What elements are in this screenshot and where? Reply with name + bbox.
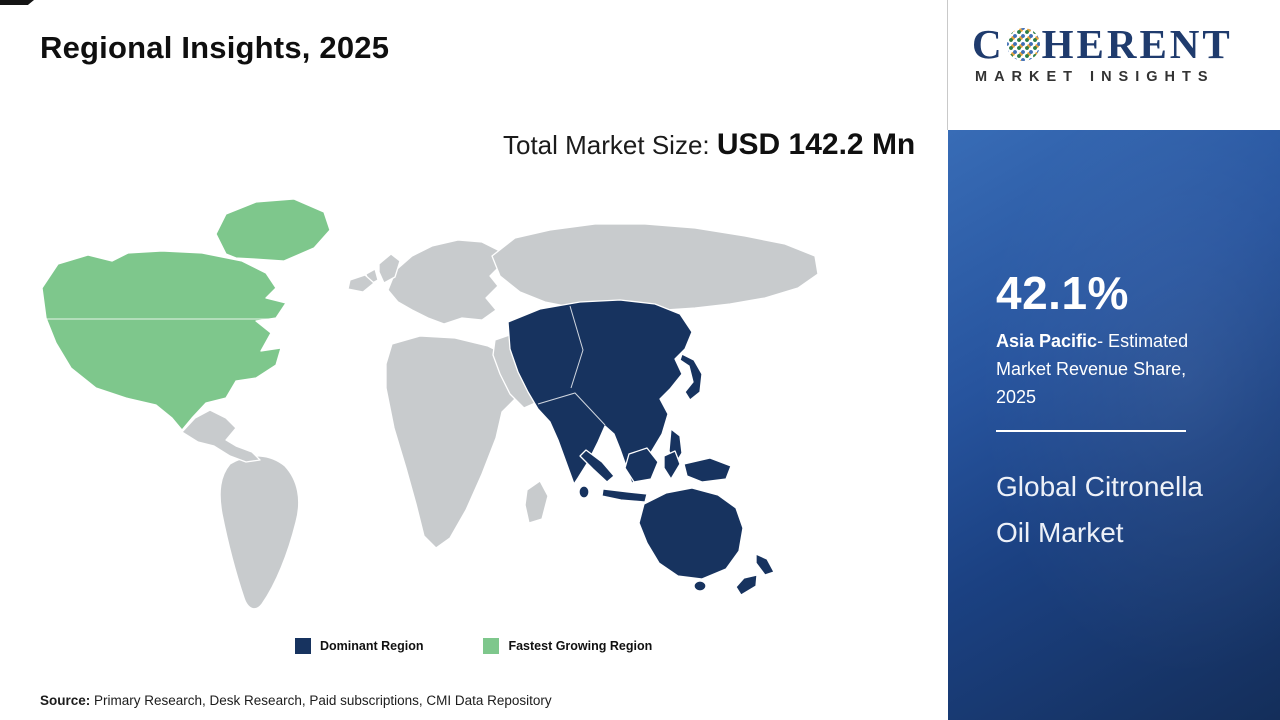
map-regions-fastest-growing [41,198,331,431]
source-label: Source: [40,693,91,708]
map-region-madagascar [524,480,549,524]
total-market-size-value: USD 142.2 Mn [716,128,916,161]
sidebar-panel: 42.1% Asia Pacific- Estimated Market Rev… [948,130,1280,720]
revenue-share-region: Asia Pacific [996,331,1098,351]
legend-swatch-fastest-growing [483,638,500,654]
brand-tagline: MARKET INSIGHTS [975,69,1215,85]
map-region-tasmania [693,580,707,592]
map-country-borders [47,305,606,426]
market-name: Global Citronella Oil Market [996,471,1203,548]
map-region-europe [387,239,503,325]
map-region-asia-mainland [507,299,693,485]
brand-wordmark: C HERENT [972,24,1268,65]
border-india-china [537,392,606,426]
map-region-sri-lanka [578,485,590,499]
legend-swatch-dominant [295,638,311,654]
brand-word-end: HERENT [1041,21,1233,67]
revenue-share-label: Asia Pacific- Estimated Market Revenue S… [996,328,1204,412]
globe-icon [1006,28,1040,61]
map-region-java [601,488,648,503]
map-region-sulawesi [663,450,681,480]
map-region-iceland [347,274,375,293]
total-market-size: Total Market Size: USD 142.2 Mn [503,124,923,167]
panel-divider-line [996,430,1186,432]
header-divider-line [947,0,948,130]
border-central-asia-china [569,305,584,389]
map-region-new-guinea [683,457,732,483]
map-region-africa [385,335,523,549]
source-text: Primary Research, Desk Research, Paid su… [90,693,552,708]
legend-label-fastest-growing: Fastest Growing Region [508,639,653,653]
brand-logo: C HERENT MARKET INSIGHTS [972,24,1268,86]
legend-item-fastest-growing: Fastest Growing Region [483,638,652,654]
legend: Dominant Region Fastest Growing Region [295,638,652,654]
corner-artifact [0,0,34,5]
source-line: Source: Primary Research, Desk Research,… [40,693,552,708]
map-region-mexico-central-america [181,409,261,463]
map-region-russia-north-asia [491,223,819,313]
map-region-sumatra [579,449,615,483]
map-region-borneo [624,447,659,483]
map-regions-dominant [507,299,775,596]
revenue-share-desc: - Estimated Market Revenue Share, 2025 [996,331,1189,407]
map-region-greenland [215,198,331,262]
map-region-new-zealand-south [735,574,758,596]
map-region-uk [378,253,401,284]
brand-word-start: C [972,21,1005,67]
map-region-new-zealand-north [755,553,775,576]
map-region-australia [638,487,744,580]
legend-item-dominant: Dominant Region [295,638,423,654]
revenue-share-value: 42.1% [996,267,1129,319]
map-region-south-america [219,455,300,610]
total-market-size-label: Total Market Size: [503,130,717,160]
map-region-north-america [41,250,287,431]
map-region-japan [679,353,703,401]
legend-label-dominant: Dominant Region [320,639,424,653]
page-title: Regional Insights, 2025 [40,30,390,65]
world-map [41,198,819,610]
